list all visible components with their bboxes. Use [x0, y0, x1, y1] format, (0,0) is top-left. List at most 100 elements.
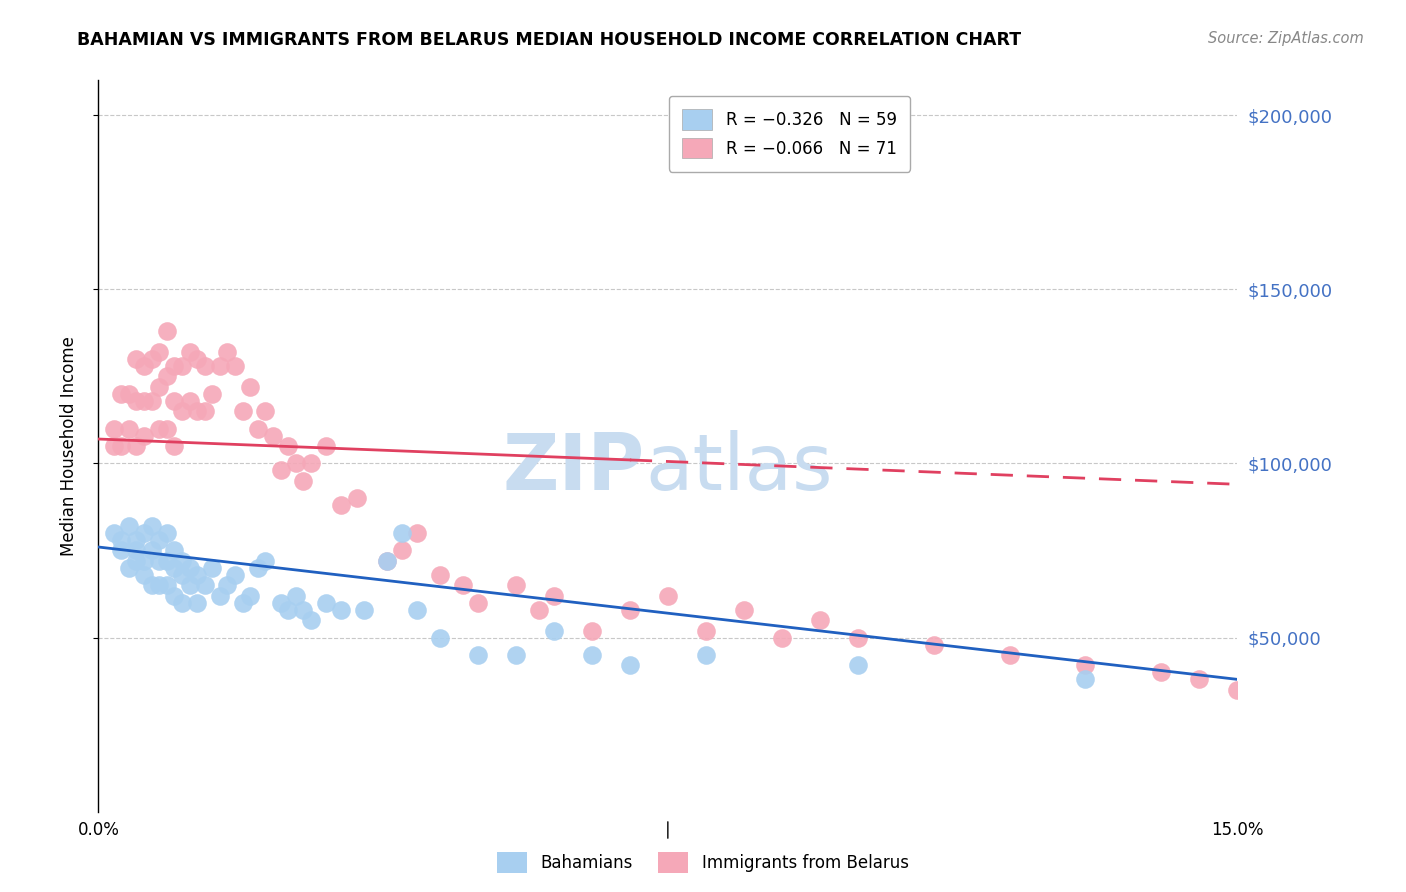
Point — [284, 589, 307, 603]
Point — [186, 596, 208, 610]
Point — [429, 567, 451, 582]
Point — [110, 543, 132, 558]
Point — [170, 596, 193, 610]
Point — [148, 421, 170, 435]
Point — [299, 613, 322, 627]
Point — [194, 359, 217, 373]
Point — [391, 543, 413, 558]
Point — [254, 404, 277, 418]
Point — [110, 439, 132, 453]
Point — [543, 589, 565, 603]
Point — [619, 603, 641, 617]
Point — [186, 404, 208, 418]
Point — [141, 519, 163, 533]
Point — [299, 457, 322, 471]
Point — [1226, 682, 1249, 697]
Point — [132, 428, 155, 442]
Legend: R = −0.326   N = 59, R = −0.066   N = 71: R = −0.326 N = 59, R = −0.066 N = 71 — [669, 96, 910, 171]
Point — [179, 561, 201, 575]
Point — [163, 439, 186, 453]
Point — [246, 561, 269, 575]
Point — [239, 380, 262, 394]
Point — [353, 603, 375, 617]
Point — [125, 533, 148, 547]
Point — [170, 404, 193, 418]
Point — [232, 404, 254, 418]
Point — [156, 324, 179, 338]
Point — [406, 526, 429, 541]
Point — [118, 421, 141, 435]
Point — [505, 648, 527, 662]
Point — [284, 457, 307, 471]
Point — [657, 589, 679, 603]
Point — [1074, 673, 1097, 687]
Point — [217, 578, 239, 592]
Point — [170, 554, 193, 568]
Point — [581, 624, 603, 638]
Point — [148, 554, 170, 568]
Point — [194, 578, 217, 592]
Point — [543, 624, 565, 638]
Point — [270, 463, 292, 477]
Point — [148, 345, 170, 359]
Point — [277, 603, 299, 617]
Point — [103, 421, 125, 435]
Point — [505, 578, 527, 592]
Point — [156, 578, 179, 592]
Point — [125, 543, 148, 558]
Point — [132, 567, 155, 582]
Point — [148, 533, 170, 547]
Point — [695, 624, 717, 638]
Y-axis label: Median Household Income: Median Household Income — [59, 336, 77, 556]
Point — [208, 359, 231, 373]
Point — [375, 554, 398, 568]
Point — [163, 543, 186, 558]
Point — [292, 474, 315, 488]
Point — [132, 554, 155, 568]
Point — [201, 561, 224, 575]
Point — [179, 345, 201, 359]
Point — [217, 345, 239, 359]
Point — [148, 578, 170, 592]
Point — [179, 578, 201, 592]
Point — [141, 578, 163, 592]
Point — [156, 554, 179, 568]
Point — [170, 359, 193, 373]
Point — [148, 380, 170, 394]
Text: Source: ZipAtlas.com: Source: ZipAtlas.com — [1208, 31, 1364, 46]
Point — [163, 589, 186, 603]
Point — [246, 421, 269, 435]
Point — [239, 589, 262, 603]
Point — [232, 596, 254, 610]
Point — [330, 603, 353, 617]
Text: atlas: atlas — [645, 430, 832, 506]
Point — [194, 404, 217, 418]
Point — [1150, 665, 1173, 680]
Point — [292, 603, 315, 617]
Point — [467, 596, 489, 610]
Point — [132, 393, 155, 408]
Point — [163, 561, 186, 575]
Point — [527, 603, 550, 617]
Point — [619, 658, 641, 673]
Point — [141, 351, 163, 366]
Point — [179, 393, 201, 408]
Point — [110, 533, 132, 547]
Point — [998, 648, 1021, 662]
Point — [103, 526, 125, 541]
Point — [846, 631, 869, 645]
Point — [330, 498, 353, 512]
Point — [208, 589, 231, 603]
Point — [118, 561, 141, 575]
Point — [132, 526, 155, 541]
Point — [270, 596, 292, 610]
Point — [186, 567, 208, 582]
Point — [141, 543, 163, 558]
Point — [141, 393, 163, 408]
Point — [125, 351, 148, 366]
Point — [163, 393, 186, 408]
Point — [1188, 673, 1211, 687]
Point — [110, 386, 132, 401]
Point — [125, 554, 148, 568]
Point — [467, 648, 489, 662]
